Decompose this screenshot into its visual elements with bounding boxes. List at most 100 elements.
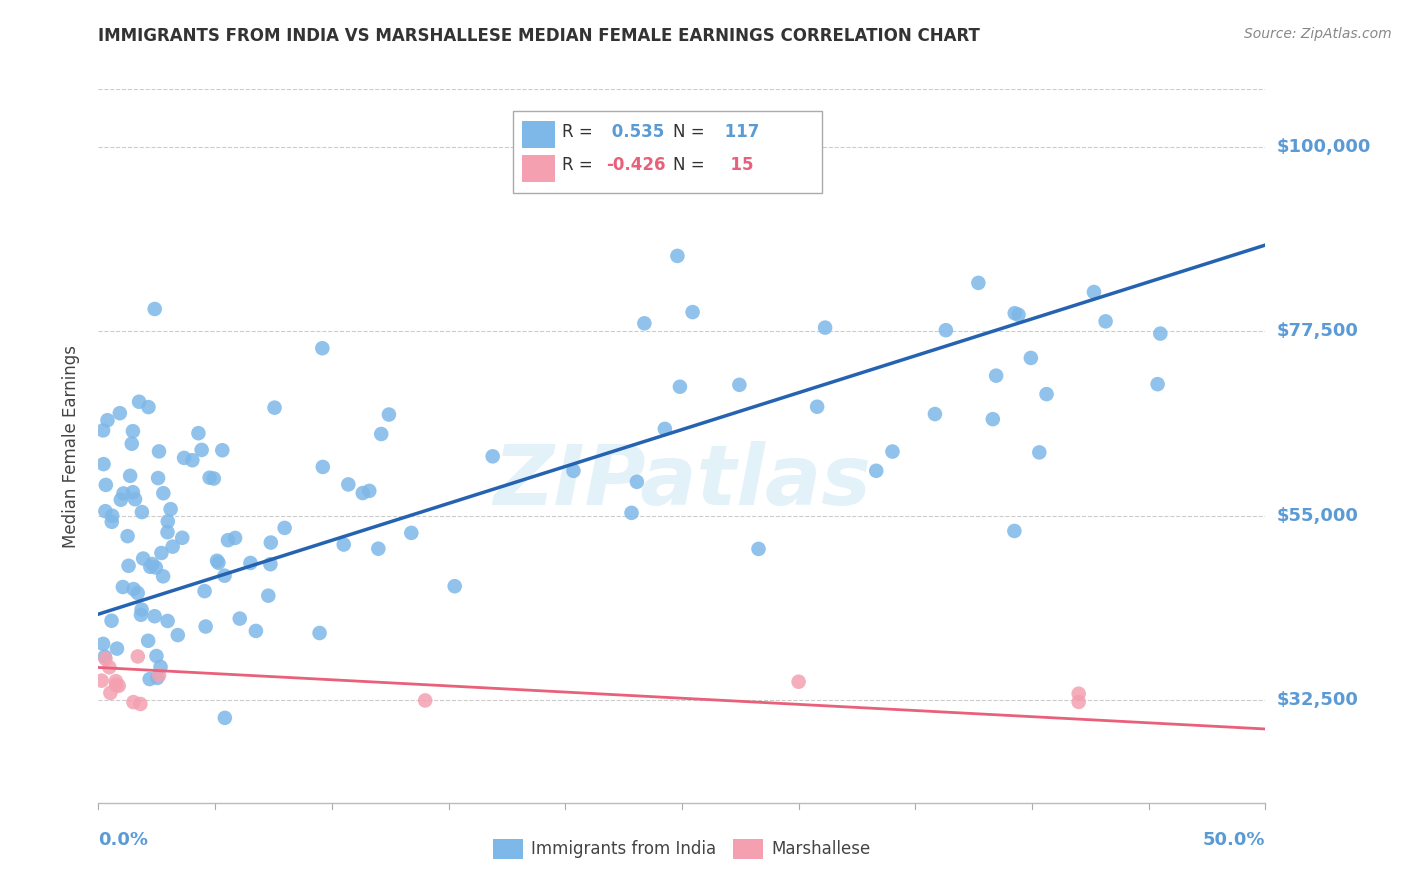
Point xyxy=(166,628,188,642)
Point xyxy=(1149,326,1171,341)
Point xyxy=(378,408,401,422)
Point xyxy=(217,533,239,548)
Text: R =: R = xyxy=(562,156,598,174)
FancyBboxPatch shape xyxy=(513,111,823,193)
Point xyxy=(111,580,134,594)
Point xyxy=(131,505,153,519)
Point xyxy=(239,556,262,570)
Text: N =: N = xyxy=(672,123,710,142)
Point xyxy=(122,485,145,500)
Text: IMMIGRANTS FROM INDIA VS MARSHALLESE MEDIAN FEMALE EARNINGS CORRELATION CHART: IMMIGRANTS FROM INDIA VS MARSHALLESE MED… xyxy=(98,27,980,45)
Point xyxy=(332,537,354,551)
Point xyxy=(122,424,145,438)
Point xyxy=(139,559,162,574)
Bar xyxy=(522,155,555,182)
Point xyxy=(190,442,212,457)
Point xyxy=(136,633,159,648)
Point xyxy=(156,614,179,628)
Point xyxy=(882,444,904,458)
Point xyxy=(865,464,887,478)
Point xyxy=(129,697,152,711)
Point xyxy=(562,464,585,478)
Point xyxy=(91,637,114,651)
Point xyxy=(669,380,692,394)
Text: $32,500: $32,500 xyxy=(1277,691,1358,709)
Point xyxy=(273,521,295,535)
Point xyxy=(112,486,135,500)
Point xyxy=(214,568,236,582)
Text: 50.0%: 50.0% xyxy=(1204,831,1265,849)
Point xyxy=(308,626,330,640)
Point xyxy=(207,556,229,570)
Point xyxy=(967,276,990,290)
Text: -0.426: -0.426 xyxy=(606,156,665,174)
Point xyxy=(100,686,122,700)
Point xyxy=(108,406,131,420)
Point xyxy=(127,649,149,664)
Bar xyxy=(522,120,555,148)
Point xyxy=(728,377,751,392)
Point xyxy=(229,611,252,625)
Point xyxy=(787,674,810,689)
Point xyxy=(122,582,145,596)
Point xyxy=(145,560,167,574)
Point xyxy=(100,515,122,529)
Point xyxy=(91,424,114,438)
Point xyxy=(1002,524,1025,538)
Text: $100,000: $100,000 xyxy=(1277,137,1371,155)
Point xyxy=(128,394,150,409)
Text: 15: 15 xyxy=(720,156,754,174)
Point xyxy=(121,436,143,450)
Point xyxy=(148,668,170,682)
Point xyxy=(263,401,285,415)
Point xyxy=(138,672,160,686)
Point xyxy=(117,529,139,543)
Text: N =: N = xyxy=(672,156,710,174)
Point xyxy=(187,426,209,441)
Point xyxy=(94,504,117,518)
Point xyxy=(152,569,174,583)
Point xyxy=(156,515,179,529)
Point xyxy=(633,316,655,330)
Point xyxy=(150,546,173,560)
Point xyxy=(214,711,236,725)
Point xyxy=(98,660,121,674)
Point xyxy=(148,444,170,458)
Point xyxy=(117,558,139,573)
Point xyxy=(1146,377,1168,392)
Point xyxy=(806,400,828,414)
Point xyxy=(93,457,115,471)
Point xyxy=(202,471,225,485)
Point xyxy=(101,508,124,523)
Text: Source: ZipAtlas.com: Source: ZipAtlas.com xyxy=(1244,27,1392,41)
Point xyxy=(312,459,335,474)
Point xyxy=(984,368,1007,383)
Point xyxy=(1067,695,1090,709)
Point xyxy=(146,471,169,485)
Point xyxy=(94,652,117,666)
Point xyxy=(141,557,163,571)
Text: $55,000: $55,000 xyxy=(1277,507,1358,524)
Point xyxy=(814,320,837,334)
Point xyxy=(146,671,169,685)
Point xyxy=(626,475,648,489)
Point xyxy=(1007,308,1029,322)
Point xyxy=(481,450,503,464)
Y-axis label: Median Female Earnings: Median Female Earnings xyxy=(62,344,80,548)
Point xyxy=(747,541,769,556)
Point xyxy=(94,478,117,492)
Point xyxy=(205,554,228,568)
Text: R =: R = xyxy=(562,123,598,142)
Point xyxy=(260,535,283,549)
Point xyxy=(981,412,1004,426)
Point xyxy=(682,305,704,319)
Point xyxy=(1019,351,1042,365)
Point xyxy=(152,486,174,500)
Point xyxy=(181,453,204,467)
Text: 0.535: 0.535 xyxy=(606,123,664,142)
Point xyxy=(96,413,118,427)
Point xyxy=(367,541,389,556)
Point xyxy=(311,341,333,355)
Point xyxy=(110,492,132,507)
Point xyxy=(1094,314,1116,328)
